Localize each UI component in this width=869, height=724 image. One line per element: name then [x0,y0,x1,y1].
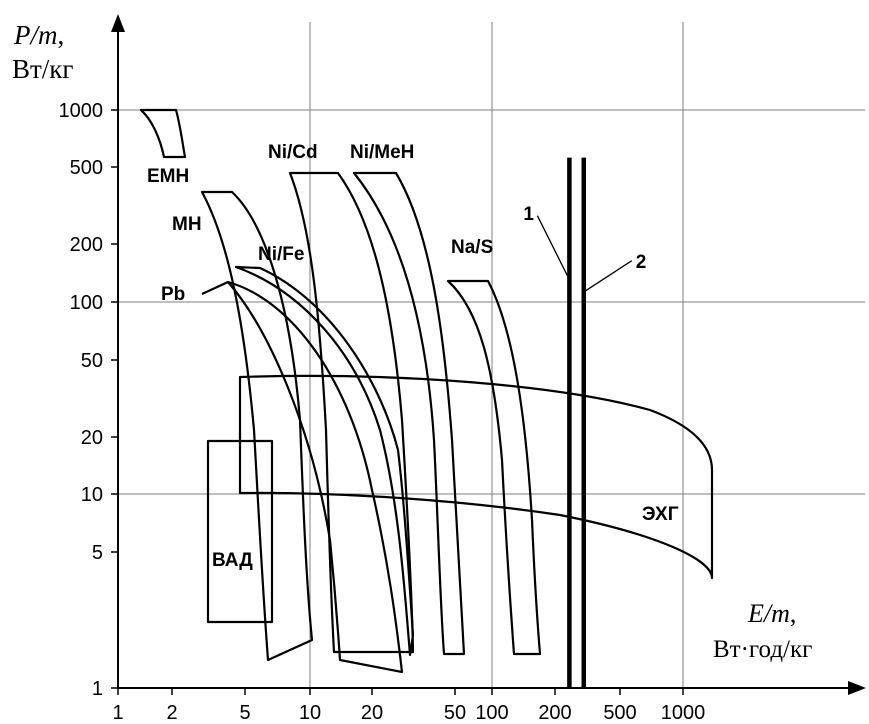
y-axis-unit: Вт/кг [12,54,74,84]
region-label-3: Ni/Fe [258,244,304,265]
x-tick-label-1: 1 [112,702,123,724]
x-tick-label-2: 2 [166,702,177,724]
y-tick-label-1: 1 [92,678,103,700]
regions-layer [139,108,714,674]
y-axis-title: P/m, [13,20,64,50]
y-tick-label-10: 10 [81,484,103,506]
x-tick-label-1000: 1000 [661,702,706,724]
x-tick-label-50: 50 [444,702,466,724]
vlines-layer: 12 [523,157,647,688]
x-tick-label-100: 100 [475,702,508,724]
x-tick-label-20: 20 [361,702,383,724]
y-tick-label-5: 5 [92,542,103,564]
region-nas [446,279,542,656]
grid-layer [118,22,865,688]
y-tick-label-200: 200 [70,234,103,256]
region-label-5: Ni/MeH [350,142,414,163]
x-axis-title: E/m, [747,599,796,628]
x-axis-arrow [848,681,866,695]
leader-line-2 [585,260,633,292]
y-tick-label-100: 100 [70,292,103,314]
region-label-2: Pb [161,284,185,305]
y-tick-label-50: 50 [81,350,103,372]
region-pb [201,280,404,674]
region-label-0: ЕМН [147,166,189,187]
region-label-7: ВАД [212,550,253,571]
x-axis-title-main: E/m [747,599,790,628]
region-label-4: Ni/Cd [268,142,318,163]
region-nicd [288,171,415,654]
axes-layer [111,14,866,695]
region-label-8: ЭХГ [642,504,679,525]
y-tick-label-1000: 1000 [59,100,104,122]
region-emn [139,108,187,159]
x-axis-unit: Вт·год/кг [713,636,812,663]
region-nife [234,265,415,657]
x-tick-label-500: 500 [603,702,636,724]
x-tick-label-5: 5 [239,702,250,724]
x-tick-label-200: 200 [538,702,571,724]
region-mh [200,190,314,662]
vertical-line-label-2: 2 [636,252,647,273]
region-ehg [238,374,714,580]
region-nimeh [352,171,466,656]
region-label-6: Na/S [451,237,493,258]
y-tick-label-500: 500 [70,157,103,179]
labels-layer: ЕМН МН Pb Ni/Fe Ni/Cd Ni/MeH Na/S ВАД ЭХГ [147,142,679,571]
vertical-line-label-1: 1 [523,204,534,225]
leader-line-1 [536,215,568,276]
x-tick-label-10: 10 [299,702,321,724]
y-tick-label-20: 20 [81,427,103,449]
ticks-layer: 1 2 5 10 20 50 100 200 500 1000151020501002005001… [59,100,706,724]
region-label-1: МН [172,214,202,235]
y-axis-arrow [111,14,125,32]
y-axis-title-main: P/m [13,20,58,50]
